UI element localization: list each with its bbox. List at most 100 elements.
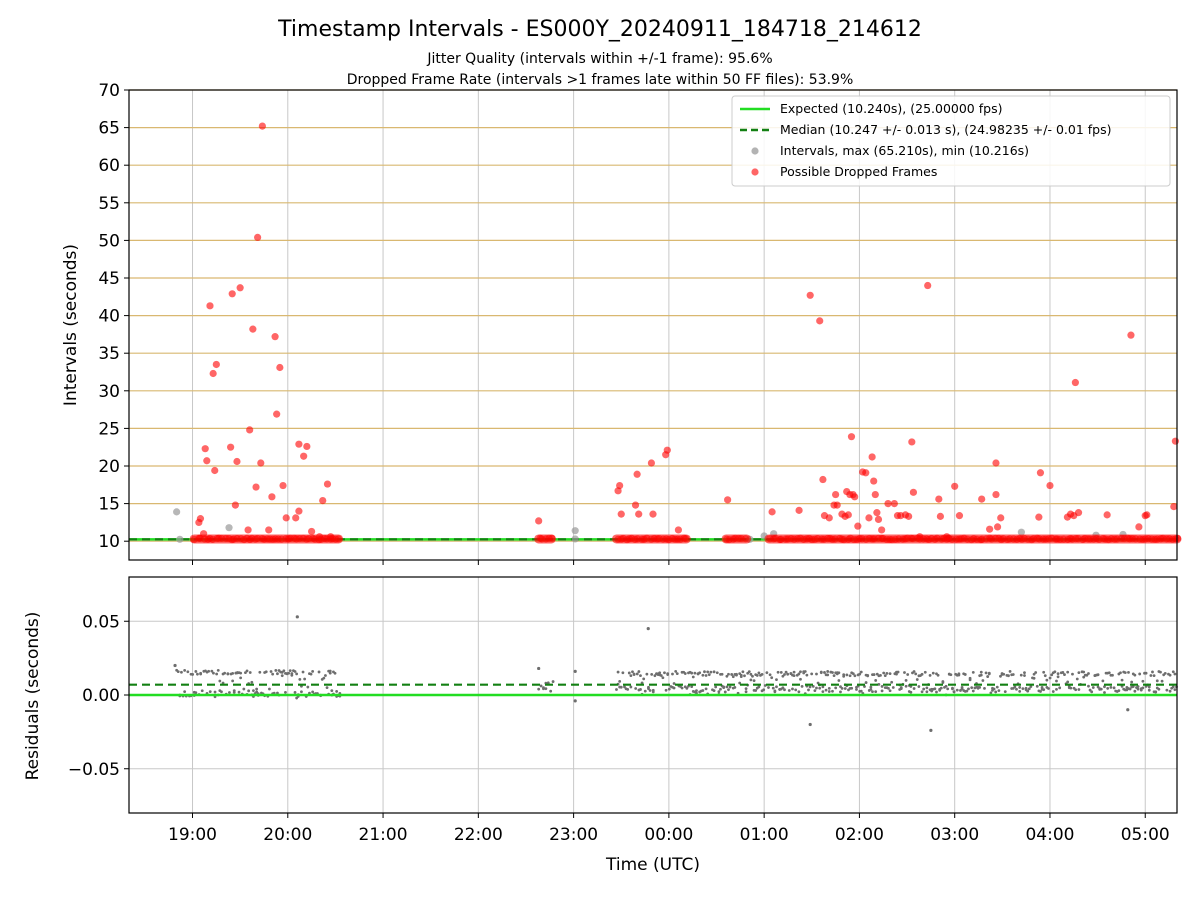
residual-point: [813, 689, 817, 693]
dropped-frame-point: [231, 501, 239, 509]
residual-point: [639, 688, 642, 691]
residual-point: [730, 673, 734, 676]
residual-point: [1165, 688, 1169, 692]
residual-outlier-point: [573, 669, 577, 674]
residual-point: [831, 689, 834, 693]
residual-point: [773, 689, 777, 693]
dropped-frame-point: [271, 333, 279, 341]
residual-point: [957, 672, 961, 676]
residual-point: [264, 670, 268, 674]
residual-point: [1063, 673, 1066, 676]
residual-point: [650, 672, 654, 676]
dropped-frame-point: [617, 510, 625, 518]
dropped-frame-point: [682, 535, 690, 543]
residual-point: [797, 672, 801, 676]
residual-point: [1024, 686, 1028, 690]
residual-point: [807, 688, 810, 692]
residual-point: [810, 672, 814, 676]
dropped-frame-point: [905, 512, 913, 520]
interval-point: [176, 535, 184, 543]
dropped-frame-point: [806, 291, 814, 299]
chart-subtitle-dropped: Dropped Frame Rate (intervals >1 frames …: [347, 72, 854, 88]
residual-point: [859, 670, 863, 674]
residual-point: [744, 687, 748, 691]
residual-point: [831, 671, 834, 674]
residual-point: [709, 670, 713, 674]
residual-point: [698, 671, 702, 675]
residual-point: [276, 691, 279, 695]
residual-point: [695, 689, 698, 693]
residual-point: [751, 674, 754, 678]
dropped-frame-point: [203, 457, 211, 465]
dropped-frame-point: [334, 535, 342, 543]
dropped-frame-point: [873, 509, 881, 517]
residual-point: [719, 687, 722, 691]
dropped-frame-point: [631, 501, 640, 509]
residual-outlier-point: [929, 728, 933, 733]
legend-dropped-label: Possible Dropped Frames: [780, 164, 937, 179]
residual-point: [672, 686, 676, 690]
x-tick-label: 02:00: [835, 825, 884, 845]
top-y-axis-label: Intervals (seconds): [61, 244, 81, 406]
dropped-frame-point: [997, 514, 1005, 522]
top-y-tick-label: 65: [98, 119, 120, 139]
residual-point: [232, 689, 236, 693]
residual-point: [775, 678, 778, 682]
residual-point: [1090, 690, 1094, 694]
residual-point: [1171, 685, 1175, 689]
residual-point: [891, 686, 895, 689]
residual-point: [1136, 687, 1140, 691]
residual-point: [925, 690, 929, 694]
residual-point: [712, 670, 716, 674]
residual-outlier-point: [1126, 708, 1130, 712]
x-tick-label: 05:00: [1121, 825, 1170, 845]
residual-point: [1023, 671, 1026, 675]
residual-point: [858, 672, 862, 676]
residual-point: [767, 686, 770, 689]
residual-point: [915, 678, 919, 681]
residual-point: [258, 670, 262, 674]
x-tick-label: 20:00: [263, 825, 312, 845]
dropped-frame-point: [315, 533, 324, 541]
dropped-frame-point: [833, 501, 841, 509]
residual-point: [979, 670, 983, 674]
dropped-frame-point: [992, 459, 1000, 467]
residual-point: [952, 690, 956, 694]
residual-point: [1111, 673, 1114, 677]
residual-point: [546, 681, 550, 685]
dropped-frame-point: [674, 526, 683, 534]
residual-point: [1082, 675, 1086, 679]
residual-point: [904, 684, 908, 688]
residual-point: [1008, 670, 1012, 673]
residual-point: [1055, 687, 1058, 691]
dropped-frame-point: [878, 526, 886, 534]
residual-point: [295, 672, 299, 676]
residual-point: [1061, 671, 1065, 674]
residual-point: [626, 687, 630, 691]
residual-point: [712, 689, 716, 693]
dropped-frame-point: [993, 523, 1002, 531]
residual-point: [717, 690, 721, 694]
residual-point: [981, 679, 985, 682]
residual-point: [869, 685, 873, 689]
residual-point: [212, 671, 215, 675]
dropped-frame-point: [825, 514, 833, 522]
residual-point: [1082, 670, 1086, 674]
residual-point: [218, 679, 222, 683]
dropped-frame-point: [663, 446, 671, 454]
residual-point: [880, 689, 884, 693]
residual-point: [989, 691, 993, 695]
residual-point: [1018, 686, 1022, 689]
residual-point: [850, 686, 854, 690]
residual-point: [931, 671, 935, 675]
residual-point: [749, 672, 753, 676]
residual-point: [779, 670, 783, 674]
dropped-frame-point: [246, 426, 254, 434]
residual-point: [770, 676, 774, 680]
residual-point: [324, 674, 327, 677]
top-y-tick-label: 15: [98, 495, 120, 515]
residual-point: [1023, 674, 1026, 677]
dropped-frame-point: [273, 410, 281, 418]
residual-point: [306, 685, 310, 689]
residual-point: [180, 670, 183, 674]
